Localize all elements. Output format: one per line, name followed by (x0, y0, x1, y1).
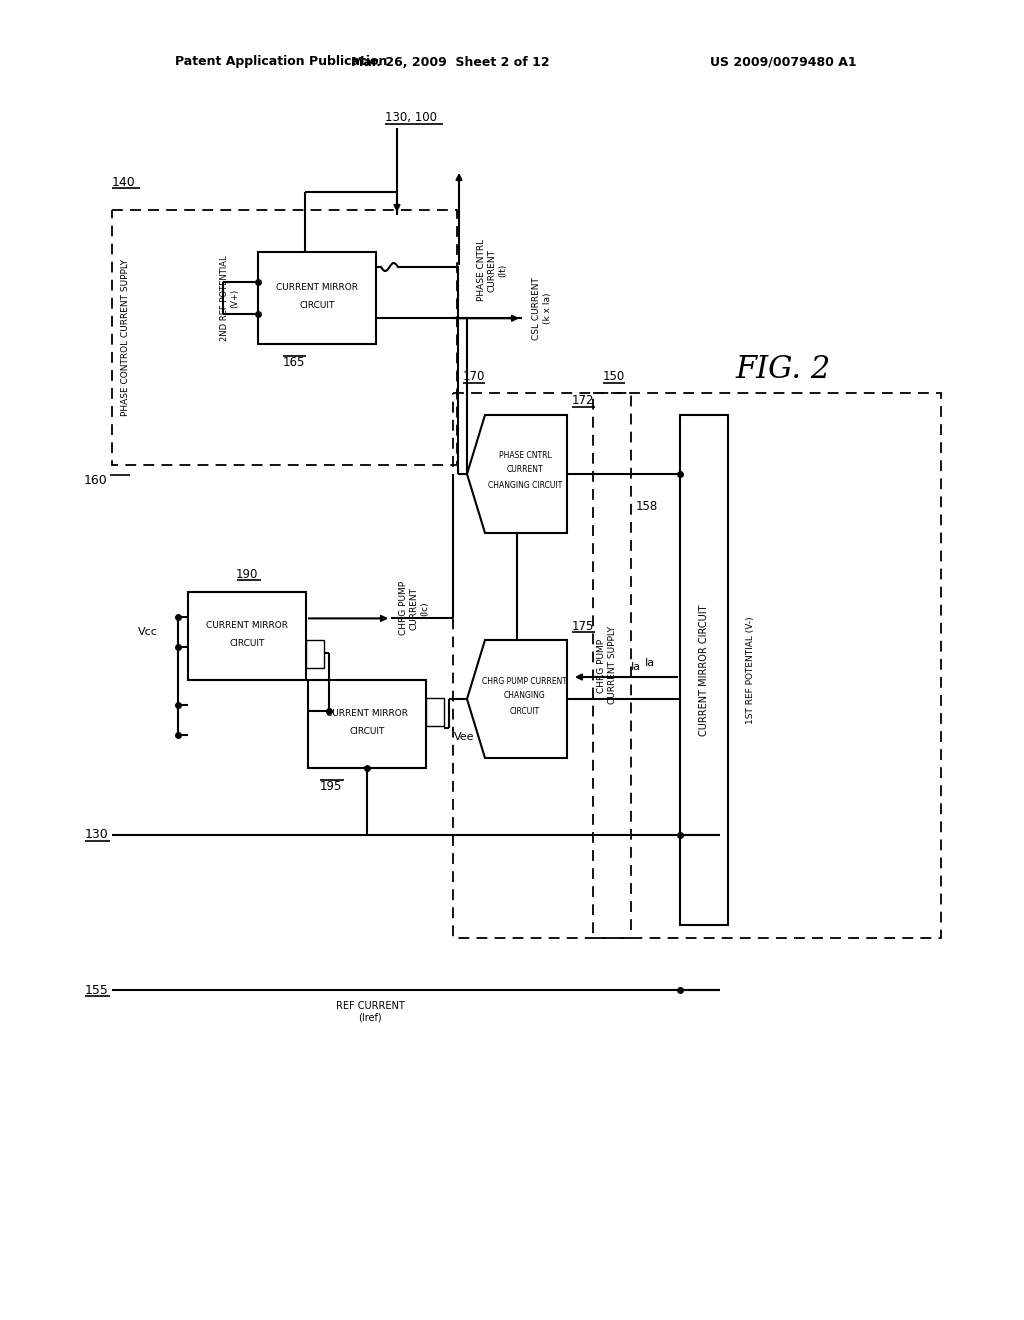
Text: CHRG PUMP
CURRENT SUPPLY: CHRG PUMP CURRENT SUPPLY (597, 627, 616, 705)
Polygon shape (467, 414, 567, 533)
Text: 130, 100: 130, 100 (385, 111, 437, 124)
Bar (188, 591, 306, 680)
Text: REF CURRENT
(Iref): REF CURRENT (Iref) (336, 1001, 404, 1023)
Text: CURRENT: CURRENT (507, 466, 544, 474)
Bar (680, 414, 728, 925)
Text: Patent Application Publication: Patent Application Publication (175, 55, 387, 69)
Text: CHRG PUMP CURRENT: CHRG PUMP CURRENT (482, 676, 567, 685)
Text: Ia: Ia (631, 663, 641, 672)
Text: 160: 160 (83, 474, 106, 487)
Bar (258, 252, 376, 345)
Bar (426, 697, 444, 726)
Text: CIRCUIT: CIRCUIT (299, 301, 335, 310)
Text: 175: 175 (572, 619, 594, 632)
Text: 165: 165 (283, 355, 305, 368)
Text: PHASE CNTRL
CURRENT
(It): PHASE CNTRL CURRENT (It) (477, 239, 507, 301)
Text: CHRG PUMP
CURRENT
(Ic): CHRG PUMP CURRENT (Ic) (399, 581, 429, 635)
Text: 172: 172 (572, 395, 595, 408)
Text: Ia: Ia (645, 657, 655, 668)
Text: 155: 155 (85, 983, 109, 997)
Text: PHASE CONTROL CURRENT SUPPLY: PHASE CONTROL CURRENT SUPPLY (122, 259, 130, 416)
Text: 190: 190 (236, 568, 258, 581)
Text: 1ST REF POTENTIAL (V-): 1ST REF POTENTIAL (V-) (745, 616, 755, 723)
Text: 130: 130 (85, 829, 109, 842)
Text: FIG. 2: FIG. 2 (735, 355, 830, 385)
Text: CURRENT MIRROR: CURRENT MIRROR (326, 710, 408, 718)
Text: CIRCUIT: CIRCUIT (349, 727, 385, 737)
Text: 140: 140 (112, 176, 136, 189)
Polygon shape (467, 640, 567, 758)
Text: US 2009/0079480 A1: US 2009/0079480 A1 (710, 55, 857, 69)
Text: CURRENT MIRROR CIRCUIT: CURRENT MIRROR CIRCUIT (699, 605, 709, 735)
Text: Vcc: Vcc (138, 627, 158, 636)
Bar (306, 640, 324, 668)
Text: CIRCUIT: CIRCUIT (229, 639, 264, 648)
Text: CHANGING CIRCUIT: CHANGING CIRCUIT (487, 482, 562, 491)
Text: Vee: Vee (454, 733, 474, 742)
Text: CURRENT MIRROR: CURRENT MIRROR (276, 284, 358, 293)
Text: CSL CURRENT
(k x Ia): CSL CURRENT (k x Ia) (532, 277, 552, 339)
Text: 2ND REF POTENTIAL
(V+): 2ND REF POTENTIAL (V+) (220, 255, 240, 341)
Text: CURRENT MIRROR: CURRENT MIRROR (206, 622, 288, 631)
Text: PHASE CNTRL: PHASE CNTRL (499, 451, 551, 461)
Text: 195: 195 (319, 780, 342, 792)
Text: 150: 150 (603, 371, 626, 384)
Bar (308, 680, 426, 768)
Text: CIRCUIT: CIRCUIT (510, 706, 540, 715)
Text: 158: 158 (636, 500, 658, 513)
Bar (453, 393, 631, 939)
Bar (112, 210, 457, 465)
Bar (593, 393, 941, 939)
Text: Mar. 26, 2009  Sheet 2 of 12: Mar. 26, 2009 Sheet 2 of 12 (350, 55, 549, 69)
Text: 170: 170 (463, 371, 485, 384)
Text: CHANGING: CHANGING (504, 690, 546, 700)
